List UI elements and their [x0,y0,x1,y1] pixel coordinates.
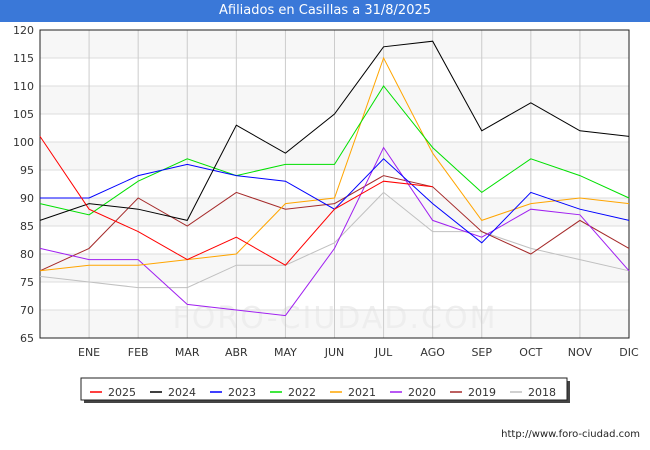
y-tick-label: 70 [20,304,34,317]
y-tick-label: 110 [13,80,34,93]
series-line-2019 [39,175,630,272]
x-tick-label: OCT [519,346,542,359]
y-tick-label: 65 [20,332,34,345]
y-tick-label: 80 [20,248,34,261]
y-tick-label: 105 [13,108,34,121]
x-tick-label: JUN [324,346,345,359]
x-tick-label: ABR [225,346,248,359]
y-tick-label: 115 [13,52,34,65]
x-tick-label: SEP [471,346,492,359]
legend-label: 2023 [228,386,256,399]
legend-label: 2018 [528,386,556,399]
x-tick-label: AGO [420,346,445,359]
y-tick-label: 100 [13,136,34,149]
plot-frame [39,29,630,339]
legend-label: 2024 [168,386,196,399]
legend-label: 2025 [108,386,136,399]
y-tick-label: 75 [20,276,34,289]
y-tick-label: 85 [20,220,34,233]
x-tick-label: MAR [175,346,200,359]
legend [80,377,568,401]
x-tick-label: FEB [128,346,149,359]
series-line-2025 [39,136,433,266]
y-tick-label: 120 [13,24,34,37]
legend-label: 2019 [468,386,496,399]
x-tick-label: NOV [568,346,593,359]
x-tick-label: DIC [619,346,639,359]
series-line-2024 [39,40,630,221]
chart-title: Afiliados en Casillas a 31/8/2025 [0,0,650,22]
footer-url: http://www.foro-ciudad.com [501,429,640,440]
y-tick-label: 95 [20,164,34,177]
series-line-2020 [39,146,630,317]
series-line-2021 [39,56,630,272]
legend-label: 2022 [288,386,316,399]
series-line-2022 [39,85,630,216]
legend-label: 2020 [408,386,436,399]
x-tick-label: MAY [274,346,297,359]
legend-label: 2021 [348,386,376,399]
x-tick-label: JUL [374,346,393,359]
y-tick-label: 90 [20,192,34,205]
series-line-2018 [39,191,630,289]
x-tick-label: ENE [78,346,100,359]
